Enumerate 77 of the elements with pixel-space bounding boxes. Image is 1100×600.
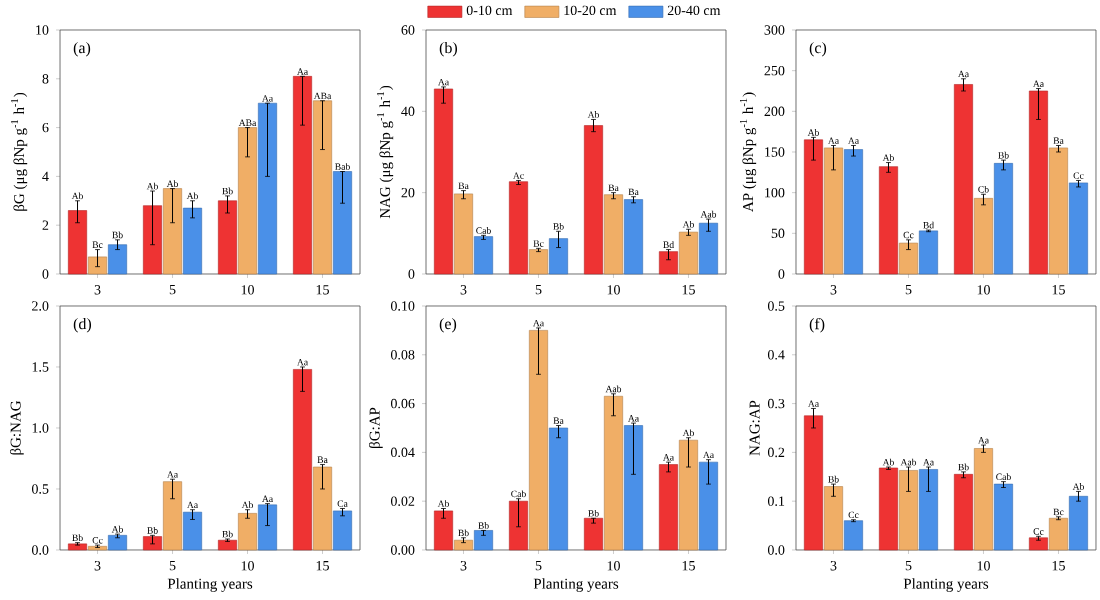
bar xyxy=(529,330,548,551)
bar xyxy=(953,84,973,275)
bar xyxy=(1048,147,1068,275)
bar xyxy=(454,539,473,551)
bar xyxy=(1028,90,1048,275)
bar xyxy=(143,205,163,275)
bar xyxy=(584,125,603,275)
bar xyxy=(953,474,973,551)
bar xyxy=(1048,517,1068,551)
bar xyxy=(993,163,1013,275)
bar xyxy=(1028,537,1048,551)
bar xyxy=(698,222,718,275)
bar xyxy=(258,504,278,551)
bar xyxy=(434,510,454,551)
bar xyxy=(313,100,333,275)
bar xyxy=(434,88,454,275)
text: (a) xyxy=(73,41,91,57)
bar xyxy=(604,194,623,275)
bar xyxy=(823,147,843,275)
bar xyxy=(143,536,163,551)
bar xyxy=(843,520,863,551)
bar xyxy=(678,439,698,551)
bar xyxy=(584,517,603,551)
bar xyxy=(529,249,548,275)
bar xyxy=(624,199,643,275)
bar xyxy=(333,171,353,275)
bar xyxy=(474,236,494,275)
bar xyxy=(993,483,1013,551)
bar xyxy=(509,181,528,275)
bar xyxy=(624,425,643,551)
bar xyxy=(108,244,128,275)
bar xyxy=(604,395,623,551)
bar xyxy=(659,464,678,551)
bar xyxy=(238,513,258,551)
bar xyxy=(803,415,823,551)
bar xyxy=(823,486,843,551)
bar xyxy=(973,198,993,275)
bar xyxy=(509,500,528,551)
bar xyxy=(218,539,238,551)
bar xyxy=(698,461,718,551)
bar xyxy=(88,256,108,275)
bar xyxy=(918,469,938,551)
bar xyxy=(803,139,823,275)
bar xyxy=(878,166,898,275)
bar xyxy=(549,427,568,551)
bar xyxy=(293,76,313,275)
bar xyxy=(183,207,203,275)
bar xyxy=(678,231,698,275)
bar xyxy=(973,448,993,551)
text: (b) xyxy=(439,41,458,57)
bar xyxy=(898,470,918,551)
bar xyxy=(313,466,333,551)
bar xyxy=(878,467,898,551)
bar xyxy=(918,230,938,275)
text: (d) xyxy=(73,317,92,333)
bar xyxy=(843,149,863,275)
bar xyxy=(1068,182,1088,275)
bar xyxy=(163,188,183,275)
bar xyxy=(68,210,88,275)
bar xyxy=(659,251,678,275)
bar xyxy=(333,510,353,551)
text: (f) xyxy=(809,317,825,333)
bar xyxy=(898,242,918,275)
bar xyxy=(1068,496,1088,551)
bar xyxy=(549,238,568,275)
bar xyxy=(108,535,128,551)
bar xyxy=(454,193,473,275)
text: (c) xyxy=(809,41,827,57)
bar xyxy=(218,200,238,275)
bar xyxy=(258,102,278,275)
bar xyxy=(163,481,183,551)
text: (e) xyxy=(439,317,457,333)
bar xyxy=(293,369,313,551)
bar xyxy=(68,543,88,551)
bar xyxy=(183,511,203,551)
bar xyxy=(238,127,258,275)
bar xyxy=(474,530,494,551)
